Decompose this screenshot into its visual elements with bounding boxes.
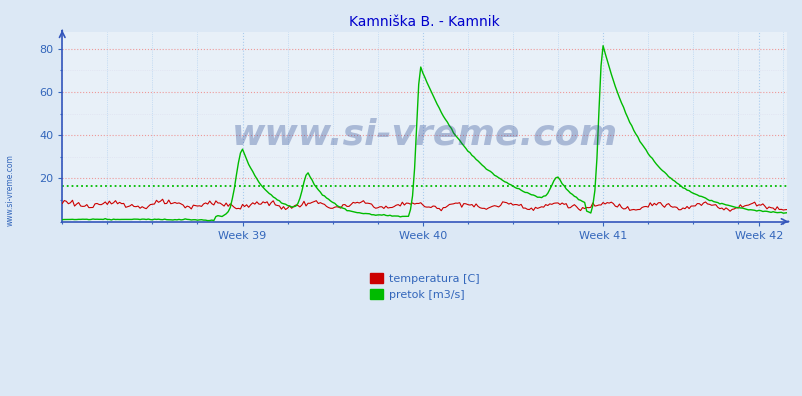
Title: Kamniška B. - Kamnik: Kamniška B. - Kamnik xyxy=(349,15,500,29)
Text: www.si-vreme.com: www.si-vreme.com xyxy=(6,154,15,226)
Text: www.si-vreme.com: www.si-vreme.com xyxy=(232,117,618,151)
Legend: temperatura [C], pretok [m3/s]: temperatura [C], pretok [m3/s] xyxy=(365,269,484,304)
